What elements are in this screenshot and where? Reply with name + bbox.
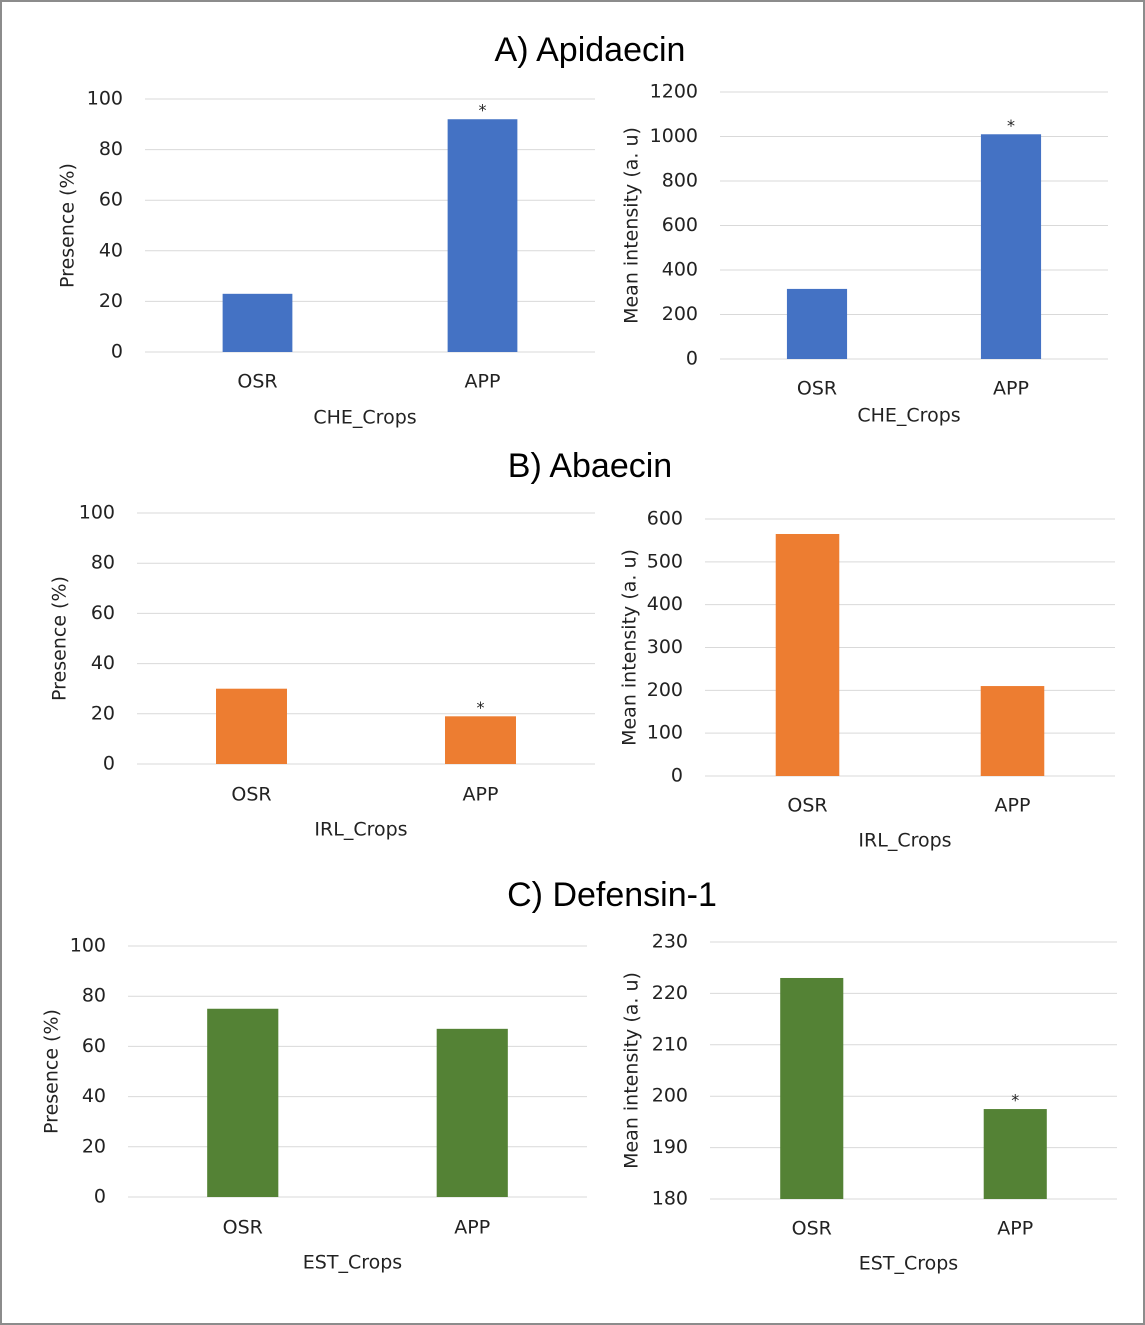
bar — [775, 533, 840, 776]
x-tick-label: APP — [454, 1217, 490, 1239]
x-axis-label: CHE_Crops — [857, 405, 960, 427]
panel-title: C) Defensin-1 — [507, 876, 717, 914]
y-tick-label: 190 — [652, 1136, 688, 1158]
x-tick-label: APP — [993, 378, 1029, 400]
bar — [786, 288, 848, 359]
y-tick-label: 80 — [91, 552, 115, 574]
x-axis-label: IRL_Crops — [314, 819, 407, 841]
y-tick-label: 100 — [87, 88, 123, 110]
x-axis-label: CHE_Crops — [313, 407, 416, 429]
y-tick-label: 230 — [652, 931, 688, 953]
y-tick-label: 0 — [94, 1186, 106, 1208]
y-axis-label: Presence (%) — [41, 1009, 63, 1134]
x-tick-label: APP — [465, 371, 501, 393]
significance-mark: * — [1007, 116, 1015, 135]
y-tick-label: 20 — [99, 290, 123, 312]
y-tick-label: 600 — [647, 508, 683, 530]
y-tick-label: 60 — [82, 1035, 106, 1057]
y-tick-label: 220 — [652, 982, 688, 1004]
y-tick-label: 500 — [647, 550, 683, 572]
y-tick-label: 400 — [647, 593, 683, 615]
y-tick-label: 100 — [70, 935, 106, 957]
y-tick-label: 80 — [82, 985, 106, 1007]
y-axis-label: Presence (%) — [57, 163, 79, 288]
y-axis-label: Presence (%) — [49, 576, 71, 701]
x-axis-label: IRL_Crops — [858, 830, 951, 852]
x-tick-label: OSR — [787, 795, 827, 817]
y-tick-label: 800 — [662, 170, 698, 192]
bar — [980, 686, 1045, 776]
significance-mark: * — [479, 101, 487, 120]
significance-mark: * — [1011, 1091, 1019, 1110]
y-tick-label: 210 — [652, 1033, 688, 1055]
y-tick-label: 1000 — [650, 125, 698, 147]
y-tick-label: 20 — [82, 1135, 106, 1157]
x-tick-label: OSR — [231, 784, 271, 806]
bar — [980, 134, 1042, 359]
y-tick-label: 80 — [99, 138, 123, 160]
bar — [222, 293, 293, 352]
y-tick-label: 200 — [647, 679, 683, 701]
x-axis-label: EST_Crops — [859, 1253, 958, 1275]
y-axis-label: Mean intensity (a. u) — [619, 549, 641, 746]
y-tick-label: 100 — [79, 502, 115, 524]
x-tick-label: OSR — [237, 371, 277, 393]
bar — [447, 119, 518, 353]
bar — [445, 716, 516, 764]
y-tick-label: 0 — [671, 765, 683, 787]
panel-title: B) Abaecin — [508, 447, 672, 485]
y-tick-label: 20 — [91, 702, 115, 724]
y-tick-label: 40 — [91, 652, 115, 674]
y-tick-label: 600 — [662, 214, 698, 236]
x-tick-label: APP — [997, 1218, 1033, 1240]
bar — [983, 1109, 1047, 1199]
x-tick-label: OSR — [797, 378, 837, 400]
x-tick-label: APP — [463, 784, 499, 806]
y-tick-label: 200 — [652, 1085, 688, 1107]
y-axis-label: Mean intensity (a. u) — [621, 127, 643, 324]
x-tick-label: APP — [995, 795, 1031, 817]
y-tick-label: 0 — [686, 348, 698, 370]
panel-title: A) Apidaecin — [495, 31, 686, 69]
bar — [436, 1028, 508, 1197]
y-tick-label: 100 — [647, 722, 683, 744]
y-tick-label: 300 — [647, 636, 683, 658]
y-tick-label: 40 — [82, 1085, 106, 1107]
y-tick-label: 0 — [103, 753, 115, 775]
y-tick-label: 0 — [111, 341, 123, 363]
x-axis-label: EST_Crops — [303, 1252, 402, 1274]
x-tick-label: OSR — [792, 1218, 832, 1240]
bar — [216, 688, 287, 764]
y-tick-label: 200 — [662, 303, 698, 325]
x-tick-label: OSR — [223, 1217, 263, 1239]
bar — [207, 1008, 279, 1197]
significance-mark: * — [477, 698, 485, 717]
y-axis-label: Mean intensity (a. u) — [621, 972, 643, 1169]
y-tick-label: 1200 — [650, 81, 698, 103]
y-tick-label: 180 — [652, 1188, 688, 1210]
y-tick-label: 40 — [99, 239, 123, 261]
y-tick-label: 60 — [91, 602, 115, 624]
y-tick-label: 400 — [662, 259, 698, 281]
y-tick-label: 60 — [99, 189, 123, 211]
bar — [780, 977, 844, 1199]
